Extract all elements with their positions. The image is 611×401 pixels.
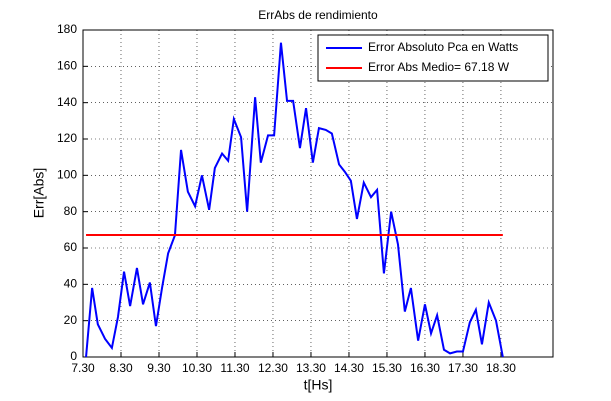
x-tick-label: 14.30 <box>334 361 364 375</box>
x-tick-label: 12.30 <box>258 361 288 375</box>
x-tick-label: 8.30 <box>109 361 133 375</box>
y-axis-label: Err[Abs] <box>31 168 47 219</box>
y-tick-label: 100 <box>57 168 77 182</box>
y-tick-label: 0 <box>70 349 77 363</box>
y-tick-label: 120 <box>57 131 77 145</box>
x-tick-label: 17.30 <box>448 361 478 375</box>
x-tick-label: 18.30 <box>486 361 516 375</box>
x-tick-label: 7.30 <box>71 361 95 375</box>
x-tick-label: 10.30 <box>182 361 212 375</box>
y-tick-label: 40 <box>64 277 78 291</box>
y-tick-label: 180 <box>57 22 77 36</box>
legend-label: Error Abs Medio= 67.18 W <box>368 60 510 74</box>
y-tick-label: 80 <box>64 204 78 218</box>
legend-label: Error Absoluto Pca en Watts <box>368 40 518 54</box>
x-tick-label: 16.30 <box>410 361 440 375</box>
x-tick-label: 13.30 <box>296 361 326 375</box>
x-tick-label: 9.30 <box>147 361 171 375</box>
legend-box <box>317 34 549 82</box>
x-tick-label: 15.30 <box>372 361 402 375</box>
x-axis-label: t[Hs] <box>304 377 333 393</box>
y-tick-label: 20 <box>64 313 78 327</box>
y-tick-label: 160 <box>57 59 77 73</box>
plot-area <box>83 30 553 357</box>
y-tick-label: 140 <box>57 95 77 109</box>
data-line <box>85 42 504 358</box>
legend: Error Absoluto Pca en Watts Error Abs Med… <box>317 34 549 82</box>
plot-frame <box>82 29 554 358</box>
x-tick-label: 11.30 <box>220 361 249 375</box>
y-tick-label: 60 <box>64 240 78 254</box>
chart-title: ErrAbs de rendimiento <box>258 8 378 22</box>
